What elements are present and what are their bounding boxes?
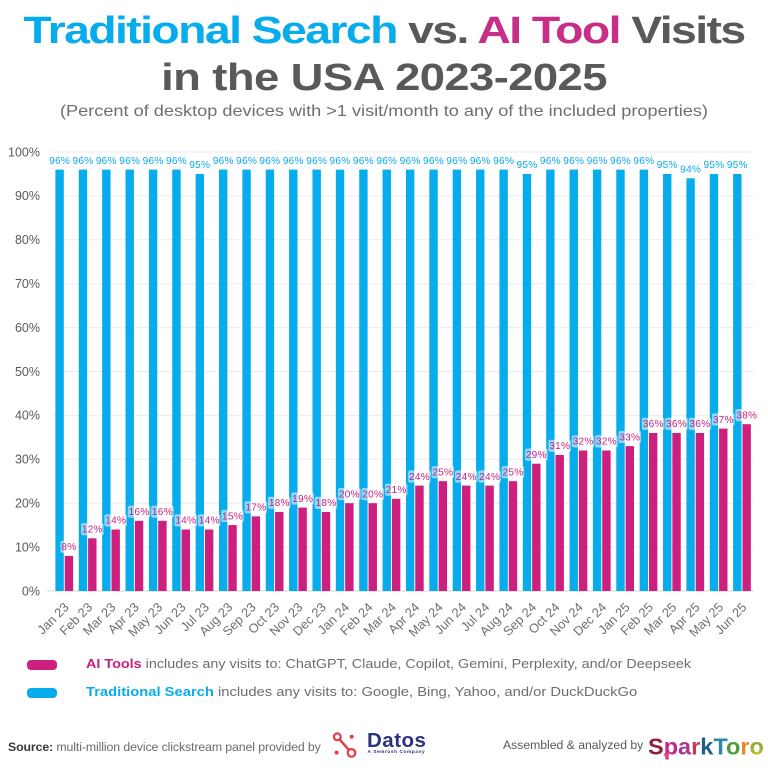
svg-text:96%: 96% [633, 156, 654, 167]
svg-text:96%: 96% [166, 156, 187, 167]
svg-text:60%: 60% [15, 321, 40, 335]
svg-text:20%: 20% [339, 489, 360, 500]
svg-text:15%: 15% [222, 511, 243, 522]
svg-text:25%: 25% [503, 467, 524, 478]
svg-text:95%: 95% [704, 160, 725, 171]
svg-text:95%: 95% [189, 160, 210, 171]
svg-text:31%: 31% [549, 441, 570, 452]
svg-text:24%: 24% [479, 472, 500, 483]
svg-text:18%: 18% [269, 498, 290, 509]
svg-text:16%: 16% [129, 507, 150, 518]
svg-text:95%: 95% [517, 160, 538, 171]
svg-text:96%: 96% [563, 156, 584, 167]
svg-text:17%: 17% [245, 503, 266, 514]
svg-text:96%: 96% [353, 156, 374, 167]
svg-text:50%: 50% [15, 365, 40, 379]
svg-text:94%: 94% [680, 165, 701, 176]
svg-text:96%: 96% [259, 156, 280, 167]
svg-text:24%: 24% [409, 472, 430, 483]
svg-text:21%: 21% [386, 485, 407, 496]
svg-text:16%: 16% [152, 507, 173, 518]
svg-text:36%: 36% [689, 419, 710, 430]
svg-text:36%: 36% [643, 419, 664, 430]
svg-text:20%: 20% [362, 489, 383, 500]
svg-text:96%: 96% [236, 156, 257, 167]
svg-text:37%: 37% [713, 415, 734, 426]
svg-text:96%: 96% [470, 156, 491, 167]
svg-text:96%: 96% [119, 156, 140, 167]
svg-text:96%: 96% [330, 156, 351, 167]
svg-text:96%: 96% [96, 156, 117, 167]
svg-text:96%: 96% [213, 156, 234, 167]
svg-text:14%: 14% [105, 516, 126, 527]
svg-text:20%: 20% [15, 497, 40, 511]
svg-text:38%: 38% [736, 410, 757, 421]
svg-text:12%: 12% [82, 525, 103, 536]
svg-text:32%: 32% [596, 437, 617, 448]
svg-text:24%: 24% [456, 472, 477, 483]
svg-text:14%: 14% [199, 516, 220, 527]
svg-text:19%: 19% [292, 494, 313, 505]
svg-text:96%: 96% [376, 156, 397, 167]
svg-text:96%: 96% [143, 156, 164, 167]
svg-text:14%: 14% [175, 516, 196, 527]
svg-text:30%: 30% [15, 453, 40, 467]
svg-text:10%: 10% [15, 540, 40, 554]
svg-text:96%: 96% [400, 156, 421, 167]
svg-text:Datos: Datos [367, 729, 426, 752]
svg-text:96%: 96% [423, 156, 444, 167]
svg-text:18%: 18% [316, 498, 337, 509]
svg-text:32%: 32% [573, 437, 594, 448]
svg-text:96%: 96% [49, 156, 70, 167]
svg-text:96%: 96% [610, 156, 631, 167]
svg-text:80%: 80% [15, 233, 40, 247]
svg-text:25%: 25% [432, 467, 453, 478]
svg-text:70%: 70% [15, 277, 40, 291]
svg-text:90%: 90% [15, 189, 40, 203]
svg-text:96%: 96% [446, 156, 467, 167]
svg-text:96%: 96% [493, 156, 514, 167]
svg-text:29%: 29% [526, 450, 547, 461]
svg-text:A Semrush Company: A Semrush Company [368, 749, 426, 755]
svg-text:33%: 33% [619, 432, 640, 443]
svg-text:8%: 8% [61, 542, 76, 553]
svg-text:95%: 95% [727, 160, 748, 171]
svg-text:96%: 96% [283, 156, 304, 167]
svg-text:100%: 100% [8, 145, 40, 159]
svg-text:40%: 40% [15, 409, 40, 423]
svg-text:95%: 95% [657, 160, 678, 171]
svg-text:96%: 96% [306, 156, 327, 167]
svg-text:36%: 36% [666, 419, 687, 430]
svg-text:96%: 96% [73, 156, 94, 167]
svg-text:SparkToro: SparkToro [648, 733, 764, 759]
svg-text:96%: 96% [540, 156, 561, 167]
svg-text:96%: 96% [587, 156, 608, 167]
svg-text:0%: 0% [22, 584, 40, 598]
